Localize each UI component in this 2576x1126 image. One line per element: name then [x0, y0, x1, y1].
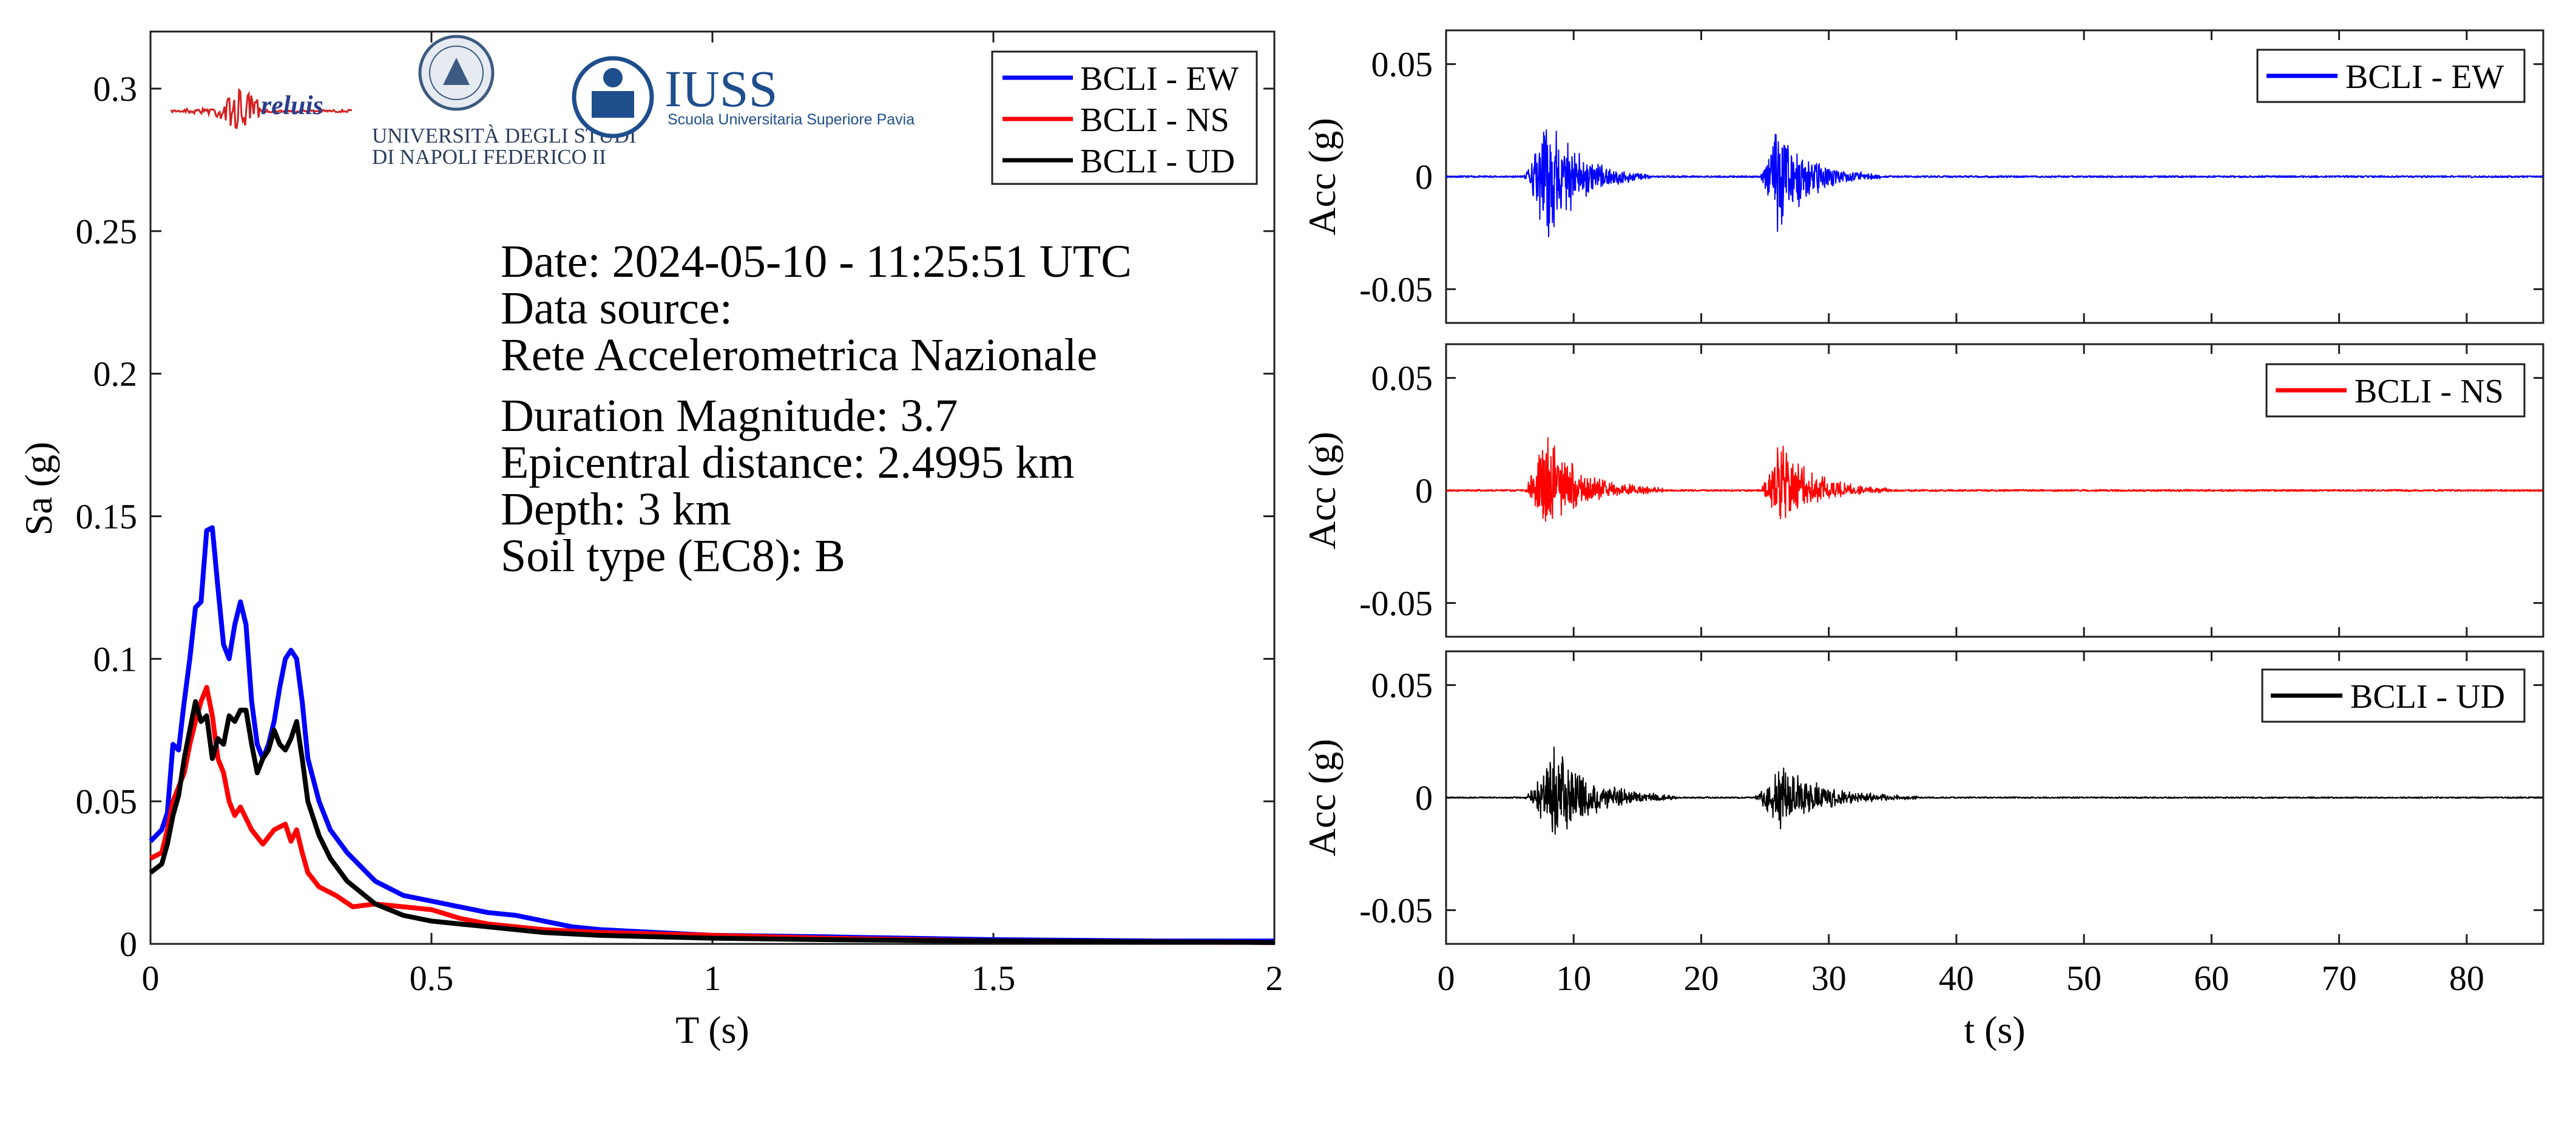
accelerogram-ud-y-tick-label: 0.05 [1371, 666, 1433, 705]
spectrum-x-label: T (s) [675, 1008, 749, 1051]
iuss-wordmark: IUSS [664, 59, 777, 118]
spectrum-ticks: 0 0.5 1 1.5 2 0 0.05 0.1 0.15 0.2 0.25 0.3 [76, 32, 1283, 998]
accelerogram-ud-x-tick-label: 40 [1939, 958, 1974, 998]
accelerogram-ud-x-tick-label: 60 [2194, 958, 2229, 998]
event-magnitude: Duration Magnitude: 3.7 [501, 390, 958, 441]
accelerogram-ns-panel: -0.05 0 0.05 Acc (g) BCLI - NS [1300, 343, 2544, 638]
spectrum-x-tick-label: 0.5 [410, 958, 454, 998]
spectrum-legend: BCLI - EW BCLI - NS BCLI - UD [991, 50, 1258, 185]
reluis-logo: reluis [170, 87, 353, 130]
spectrum-y-label: Sa (g) [17, 442, 60, 536]
accelerogram-ud-x-tick-label: 70 [2322, 958, 2357, 998]
accelerogram-ew-line [1445, 129, 2543, 237]
accelerogram-ud-x-tick-label: 0 [1438, 958, 1455, 998]
accelerogram-ns-line [1445, 437, 2543, 522]
accelerogram-ew-y-tick-label: 0 [1415, 157, 1433, 197]
accelerogram-ew-y-tick-label: -0.05 [1359, 270, 1433, 309]
spectrum-y-tick-label: 0.05 [76, 782, 138, 821]
accelerogram-x-label: t (s) [1964, 1008, 2025, 1051]
unina-logo: UNIVERSITÀ DEGLI STUDI DI NAPOLI FEDERIC… [372, 35, 637, 169]
accelerogram-ew-legend-label: BCLI - EW [2345, 58, 2504, 96]
accelerogram-ns-y-tick-label: -0.05 [1359, 583, 1433, 623]
accelerogram-ud-y-label: Acc (g) [1300, 739, 1344, 856]
spectrum-x-tick-label: 1.5 [972, 958, 1016, 998]
accelerogram-ew-panel: -0.05 0 0.05 Acc (g) BCLI - EW [1300, 29, 2544, 324]
accelerogram-ud-legend-label: BCLI - UD [2350, 678, 2505, 716]
spectrum-y-tick-label: 0.1 [93, 639, 138, 679]
spectrum-x-tick-label: 2 [1266, 958, 1283, 998]
legend-label-ns: BCLI - NS [1080, 101, 1229, 139]
spectrum-lines [149, 525, 1275, 945]
accelerogram-ns-y-tick-label: 0 [1415, 471, 1433, 510]
accelerogram-ud-y-tick-label: -0.05 [1359, 890, 1433, 930]
accelerogram-ns-y-tick-label: 0.05 [1371, 359, 1433, 398]
accelerogram-ud-y-tick-label: 0 [1415, 778, 1433, 818]
accelerogram-ud-line [1445, 746, 2544, 835]
accelerogram-ns-trace [1445, 437, 2543, 522]
legend-label-ud: BCLI - UD [1080, 143, 1235, 180]
spectrum-y-tick-label: 0.2 [93, 354, 138, 394]
accelerogram-ew-ticks: -0.05 0 0.05 [1359, 30, 2543, 323]
data-source-name: Rete Accelerometrica Nazionale [501, 330, 1097, 381]
accelerogram-ud-x-tick-label: 30 [1811, 958, 1847, 998]
accelerogram-ns-legend: BCLI - NS [2265, 363, 2526, 418]
reluis-wordmark: reluis [261, 90, 323, 120]
spectrum-x-tick-label: 0 [142, 958, 160, 998]
accelerogram-ud-x-tick-label: 50 [2066, 958, 2101, 998]
spectrum-y-tick-label: 0 [120, 924, 137, 964]
reluis-wave-mark [170, 87, 353, 130]
spectrum-x-tick-label: 1 [704, 958, 722, 998]
accelerogram-ew-legend: BCLI - EW [2256, 49, 2526, 103]
spectrum-y-tick-label: 0.3 [93, 69, 138, 109]
event-date: Date: 2024-05-10 - 11:25:51 UTC [501, 236, 1132, 287]
accelerogram-ns-legend-label: BCLI - NS [2355, 373, 2504, 410]
spectrum-line-ns [149, 685, 1275, 945]
accelerogram-ud-trace [1445, 746, 2544, 835]
accelerogram-ud-x-tick-label: 10 [1556, 958, 1591, 998]
accelerogram-ud-x-tick-label: 80 [2449, 958, 2484, 998]
iuss-logo: IUSS Scuola Universitaria Superiore Pavi… [572, 56, 914, 138]
legend-label-ew: BCLI - EW [1080, 60, 1239, 98]
data-source-label: Data source: [501, 283, 732, 334]
accelerogram-ew-y-label: Acc (g) [1300, 118, 1344, 236]
accelerogram-ew-y-tick-label: 0.05 [1371, 45, 1433, 84]
spectrum-y-tick-label: 0.25 [76, 212, 138, 251]
event-info: Date: 2024-05-10 - 11:25:51 UTC Data sou… [501, 236, 1132, 582]
spectrum-panel: 0 0.5 1 1.5 2 0 0.05 0.1 0.15 0.2 0.25 0.3 Sa (g) T… [17, 30, 1283, 1051]
accelerogram-ew-trace [1445, 129, 2543, 237]
event-distance: Epicentral distance: 2.4995 km [501, 437, 1075, 488]
accelerogram-ud-x-tick-label: 20 [1683, 958, 1719, 998]
unina-name-line2: DI NAPOLI FEDERICO II [372, 145, 606, 169]
spectrum-y-tick-label: 0.15 [76, 497, 138, 536]
iuss-subtitle: Scuola Universitaria Superiore Pavia [668, 111, 914, 128]
event-depth: Depth: 3 km [501, 484, 731, 535]
spectrum-line-ud [149, 699, 1275, 945]
accelerogram-ud-legend: BCLI - UD [2261, 668, 2526, 723]
event-soil-type: Soil type (EC8): B [501, 531, 845, 582]
spectrum-line-ew [149, 525, 1274, 944]
accelerogram-ns-y-label: Acc (g) [1300, 432, 1344, 549]
